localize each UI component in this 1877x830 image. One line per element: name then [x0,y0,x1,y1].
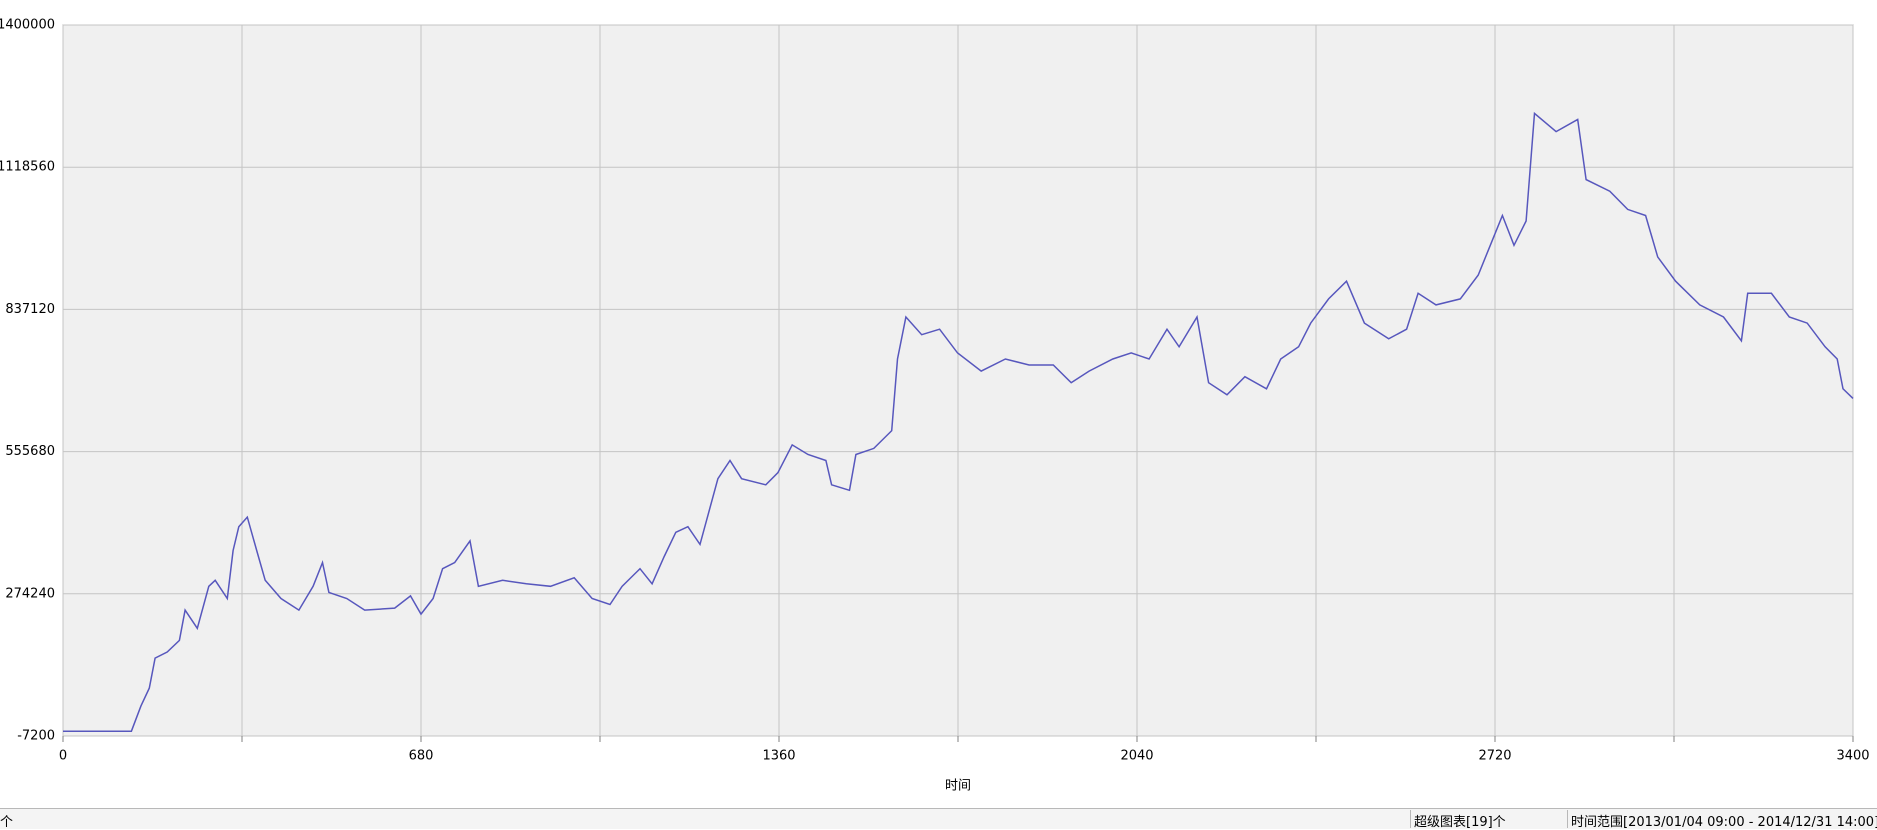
y-tick-label: 274240 [5,586,55,601]
line [63,111,1854,732]
y-tick-label: 1400000 [0,18,55,33]
status-left: 个 [0,815,14,830]
x-axis-title: 时间 [945,779,971,794]
x-tick-label: 2040 [1120,749,1153,764]
x-tick-label: 3400 [1836,749,1869,764]
chart-count: 超级图表[19]个 [1414,815,1506,830]
y-tick-label: 837120 [5,302,55,317]
separator [1567,810,1568,828]
y-tick-label: -7200 [17,729,55,744]
chart: -7200 274240 555680 837120 1118560 1400000 0 68… [0,18,1870,794]
x-tick-label: 0 [59,749,67,764]
status-bar: 个 超级图表[19]个 时间范围[2013/01/04 09:00 - 2014… [0,808,1877,830]
y-tick-label: 1118560 [0,160,55,175]
x-tick-label: 680 [409,749,434,764]
y-tick-label: 555680 [5,444,55,459]
x-tick-label: 2720 [1478,749,1511,764]
x-tick-label: 1360 [762,749,795,764]
separator [1410,810,1411,828]
time-range: 时间范围[2013/01/04 09:00 - 2014/12/31 14:00… [1571,815,1877,830]
